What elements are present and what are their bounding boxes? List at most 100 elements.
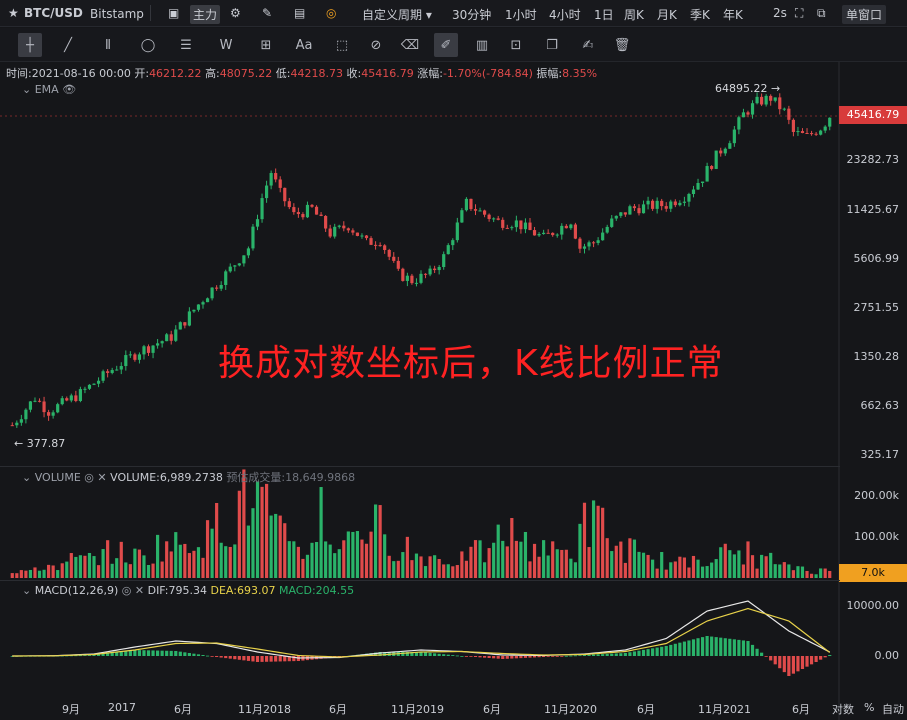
volume-bar [510, 518, 514, 578]
volume-bar [505, 546, 509, 578]
candle-body [137, 354, 142, 360]
auto-scale-toggle[interactable]: 自动 [882, 703, 904, 716]
custom-period-dropdown[interactable]: 自定义周期 ▾ [362, 8, 432, 22]
volume-bar [405, 536, 409, 578]
macd-header: ⌄ MACD(12,26,9) ◎ ✕ DIF:795.34 DEA:693.0… [22, 584, 355, 597]
favorite-star-icon[interactable]: ★ [8, 6, 19, 20]
candle-body [205, 298, 210, 303]
period-1d[interactable]: 1日 [594, 8, 614, 22]
volume-bar [773, 564, 777, 578]
volume-bar [156, 534, 160, 578]
volume-bar [33, 567, 37, 578]
candle-body [156, 343, 160, 346]
macd-settings-icon[interactable]: ◎ [121, 584, 132, 597]
symbol-name[interactable]: BTC/USD [24, 6, 83, 20]
low-value: 44218.73 [290, 67, 344, 80]
chart-icon[interactable]: ▣ [168, 6, 180, 20]
macd-histogram-bar [569, 655, 573, 657]
candle-body [133, 354, 137, 360]
candle-body [428, 268, 432, 275]
macd-histogram-bar [682, 641, 686, 656]
candle-body [301, 214, 305, 218]
popout-icon[interactable]: ⧉ [817, 6, 826, 20]
copy-icon[interactable]: ❐ [546, 37, 558, 53]
parallel-lines-icon[interactable]: ⫴ [105, 37, 111, 53]
edit-icon[interactable]: ✍ [582, 37, 594, 53]
volume-bar [782, 562, 786, 578]
volume-bar [560, 549, 564, 578]
period-1h[interactable]: 1小时 [505, 8, 537, 22]
macd-histogram-bar [528, 656, 532, 658]
candle-body [578, 238, 582, 249]
macd-histogram-bar [165, 650, 169, 656]
link-icon[interactable]: ⊘ [370, 37, 382, 53]
window-mode-button[interactable]: 单窗口 [842, 5, 887, 24]
layout-icon[interactable]: ▤ [294, 6, 306, 20]
fib-lines-icon[interactable]: ☰ [180, 37, 192, 53]
volume-bar [265, 483, 269, 578]
low-label: 低: [275, 67, 291, 80]
volume-bar [128, 564, 132, 578]
trash-icon[interactable]: 🗑 [613, 37, 631, 53]
percent-scale-toggle[interactable]: % [864, 701, 875, 714]
period-month[interactable]: 月K [657, 8, 677, 22]
trendline-icon[interactable]: ╱ [64, 37, 72, 53]
clock-icon[interactable]: ◎ [326, 6, 337, 20]
candle-body [442, 254, 446, 268]
macd-histogram-bar [796, 656, 800, 672]
volume-bar [65, 561, 69, 578]
high-marker: 64895.22 → [715, 82, 781, 95]
volume-bar [319, 487, 323, 578]
period-year[interactable]: 年K [723, 8, 743, 22]
draw-icon[interactable]: ✎ [262, 6, 273, 20]
volume-bar [346, 531, 350, 578]
candle-body [723, 148, 727, 154]
volume-bar [337, 549, 341, 578]
text-icon[interactable]: Aa [295, 37, 313, 53]
period-quarter[interactable]: 季K [690, 8, 710, 22]
volume-bar [482, 562, 487, 578]
candle-body [119, 366, 123, 370]
candle-body [487, 214, 491, 219]
ema-indicator-header[interactable]: ⌄ EMA 👁 [22, 83, 77, 96]
candle-icon[interactable]: ▥ [475, 37, 489, 53]
open-label: 开: [134, 67, 150, 80]
volume-bar [546, 555, 550, 578]
ellipse-icon[interactable]: ◯ [140, 37, 156, 53]
macd-histogram-bar [546, 656, 550, 657]
macd-histogram-bar [823, 656, 827, 658]
volume-bar [283, 523, 287, 578]
macd-histogram-bar [233, 656, 237, 660]
lock-icon[interactable]: ⊡ [510, 37, 522, 53]
settings-icon[interactable]: ⚙ [230, 6, 241, 20]
measure-icon[interactable]: ⊞ [260, 37, 272, 53]
volume-bar [51, 565, 55, 578]
pencil-lock-icon[interactable]: ✐ [434, 33, 458, 57]
visibility-icon[interactable]: 👁 [62, 83, 77, 96]
period-30m[interactable]: 30分钟 [452, 8, 492, 22]
volume-bar [778, 564, 782, 578]
wave-icon[interactable]: W [219, 37, 233, 53]
crosshair-icon[interactable]: ┼ [18, 33, 42, 57]
eraser-icon[interactable]: ⌫ [400, 37, 420, 53]
candle-body [215, 287, 219, 289]
volume-bar [669, 562, 673, 578]
volume-bar [410, 560, 414, 578]
macd-close-icon[interactable]: ✕ [134, 584, 145, 597]
volume-close-icon[interactable]: ✕ [97, 471, 107, 484]
period-4h[interactable]: 4小时 [549, 8, 581, 22]
refresh-interval[interactable]: 2s [773, 6, 787, 20]
period-week[interactable]: 周K [624, 8, 644, 22]
volume-settings-icon[interactable]: ◎ [84, 471, 94, 484]
macd-histogram-bar [401, 652, 405, 656]
main-chart-button[interactable]: 主力 [190, 5, 221, 24]
candle-body [755, 96, 759, 104]
fullscreen-icon[interactable]: ⛶ [795, 6, 804, 20]
candle-body [660, 200, 664, 207]
log-scale-toggle[interactable]: 对数 [832, 703, 854, 716]
macd-histogram-bar [183, 652, 187, 656]
macd-axis-label: 10000.00 [846, 599, 900, 612]
magnet-icon[interactable]: ⬚ [335, 37, 349, 53]
pane-divider [0, 580, 840, 581]
